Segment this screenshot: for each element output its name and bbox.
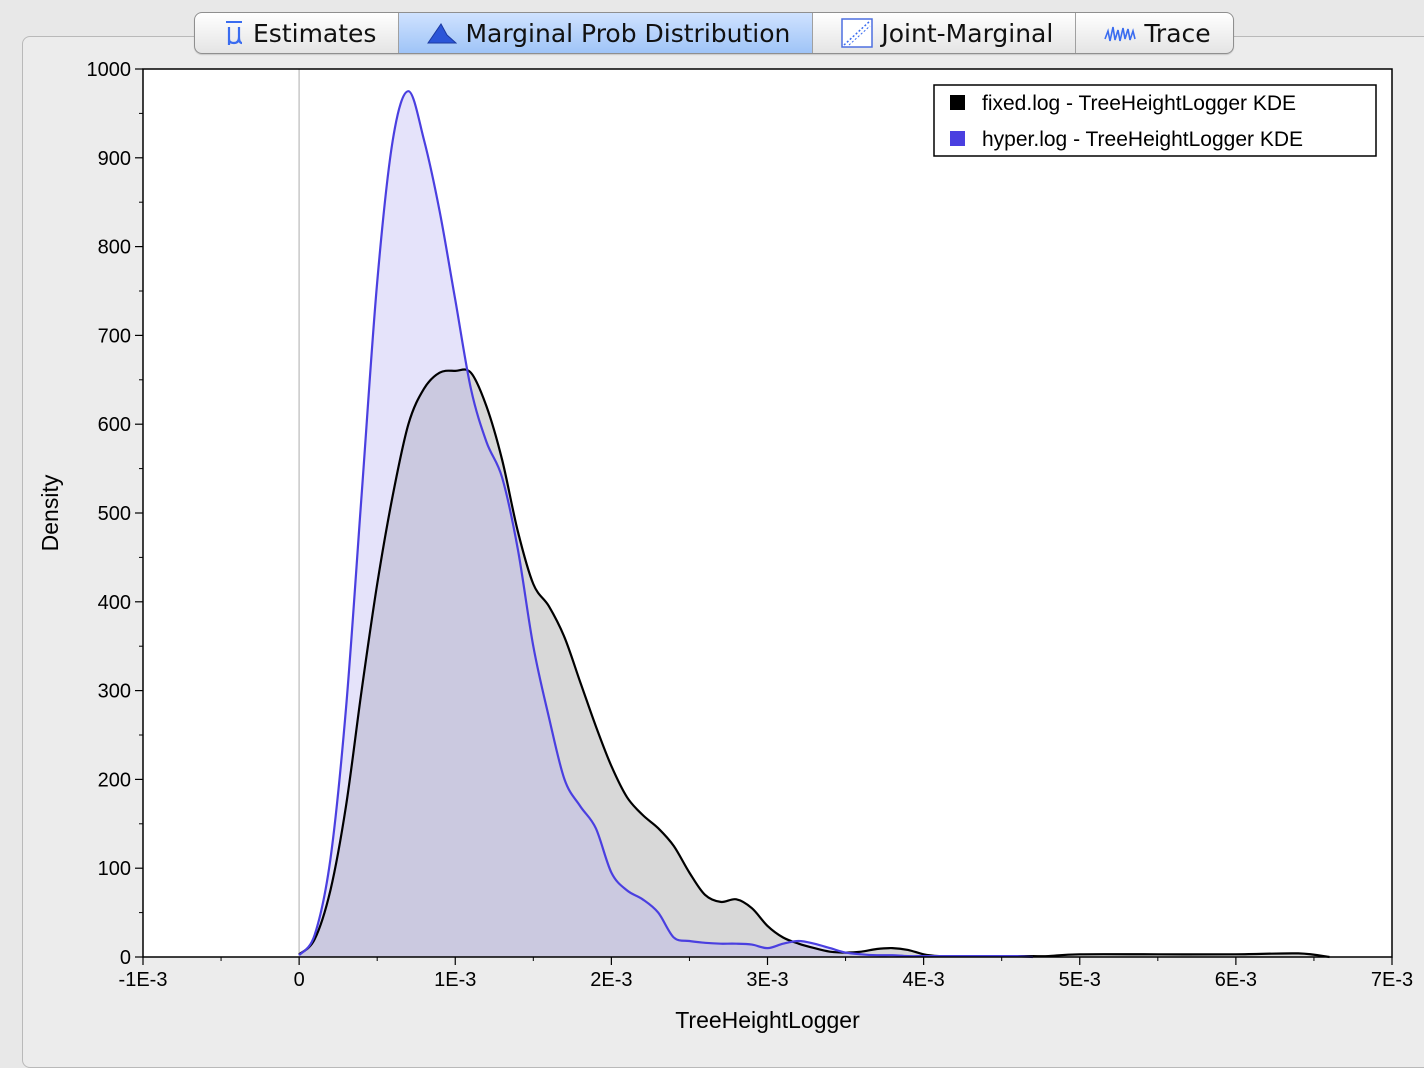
series-line-1 (298, 90, 1033, 959)
tab-label: Marginal Prob Distribution (465, 18, 791, 48)
x-tick-label: 7E-3 (1371, 969, 1413, 991)
mu-icon (223, 19, 245, 47)
x-tick-label: 3E-3 (746, 969, 788, 991)
scatter-icon (841, 18, 874, 48)
series-area-0 (299, 369, 1330, 958)
y-tick-label: 200 (98, 769, 131, 791)
tab-label: Joint-Marginal (881, 18, 1054, 48)
legend-swatch (950, 131, 965, 146)
x-tick-label: -1E-3 (119, 969, 168, 991)
y-tick-label: 1000 (87, 59, 132, 81)
tab-estimates[interactable]: Estimates (195, 13, 400, 53)
legend-swatch (950, 95, 965, 110)
x-tick-label: 5E-3 (1059, 969, 1101, 991)
y-tick-label: 300 (98, 681, 131, 703)
y-tick-label: 900 (98, 148, 131, 170)
distribution-icon (427, 21, 458, 45)
y-tick-label: 400 (98, 592, 131, 614)
tab-trace[interactable]: Trace (1076, 13, 1232, 53)
x-tick-label: 0 (294, 969, 305, 991)
y-tick-label: 0 (120, 947, 131, 969)
y-axis-label: Density (37, 474, 63, 551)
legend-label: fixed.log - TreeHeightLogger KDE (982, 92, 1296, 115)
x-tick-label: 1E-3 (434, 969, 476, 991)
tab-label: Estimates (253, 18, 377, 48)
y-tick-label: 100 (98, 858, 131, 880)
trace-icon (1104, 21, 1137, 45)
tab-label: Trace (1144, 18, 1211, 48)
tab-marginal-prob-distribution[interactable]: Marginal Prob Distribution (399, 13, 814, 53)
x-tick-label: 2E-3 (590, 969, 632, 991)
y-tick-label: 700 (98, 325, 131, 347)
legend-label: hyper.log - TreeHeightLogger KDE (982, 128, 1303, 151)
plot-area (143, 69, 1392, 957)
tab-joint-marginal[interactable]: Joint-Marginal (813, 13, 1077, 53)
y-tick-label: 600 (98, 414, 131, 436)
series-area-1 (299, 91, 1033, 957)
legend (933, 84, 1377, 157)
view-tab-bar: Estimates Marginal Prob Distribution Joi… (194, 12, 1234, 54)
x-tick-label: 6E-3 (1215, 969, 1257, 991)
y-tick-label: 500 (98, 503, 131, 525)
x-axis-label: TreeHeightLogger (675, 1007, 860, 1033)
x-tick-label: 4E-3 (903, 969, 945, 991)
y-tick-label: 800 (98, 237, 131, 259)
